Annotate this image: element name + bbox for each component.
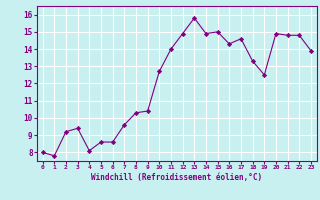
X-axis label: Windchill (Refroidissement éolien,°C): Windchill (Refroidissement éolien,°C)	[91, 173, 262, 182]
